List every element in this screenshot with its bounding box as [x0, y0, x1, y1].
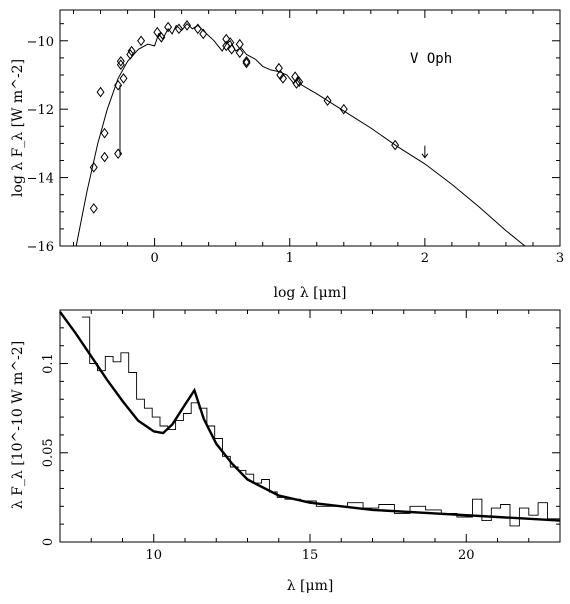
- observation-diamond: [89, 161, 98, 173]
- bottom-line-group: [59, 311, 561, 527]
- observation-diamond: [235, 38, 244, 50]
- observation-diamond: [235, 47, 244, 59]
- top-y-tick-label: −10: [27, 35, 54, 50]
- observation-diamond: [114, 79, 123, 91]
- observation-diamond: [164, 21, 173, 33]
- top-y-tick-label: −14: [27, 172, 54, 187]
- observation-diamond: [153, 26, 162, 38]
- observation-diamond: [100, 127, 109, 139]
- top-observation-points: [89, 20, 400, 214]
- top-y-tick-label: −16: [27, 240, 54, 255]
- observation-diamond: [391, 139, 400, 151]
- observation-diamond: [89, 203, 98, 214]
- observation-diamond: [339, 103, 348, 115]
- bottom-x-tick-label: 10: [145, 548, 162, 563]
- observation-diamond: [127, 45, 136, 57]
- observation-diamond: [116, 59, 125, 71]
- bottom-x-tick-label: 20: [458, 548, 475, 563]
- observation-diamond: [157, 32, 166, 43]
- top-tick-group: 0 1 2 3 −10 −12 −14 −16: [27, 10, 564, 266]
- top-panel-sed: 0 1 2 3 −10 −12 −14 −16 V Oph log λ [μm] log λ …: [10, 9, 564, 301]
- top-x-tick-label: 3: [556, 251, 564, 266]
- observation-diamond: [183, 20, 192, 31]
- top-x-tick-label: 0: [150, 251, 158, 266]
- bottom-model-curve: [59, 311, 561, 522]
- observation-diamond: [96, 86, 105, 98]
- observation-diamond: [119, 73, 128, 84]
- bottom-y-tick-label: 0.1: [41, 353, 56, 374]
- observation-diamond: [227, 43, 236, 55]
- top-y-axis-label: log λ F_λ [W m^-2]: [10, 59, 26, 197]
- top-model-curve: [75, 22, 526, 247]
- observation-diamond: [126, 49, 135, 60]
- bottom-x-tick-label: 15: [302, 548, 319, 563]
- observation-diamond: [295, 76, 304, 88]
- bottom-y-axis-label: λ F_λ [10^-10 W m^-2]: [10, 341, 26, 509]
- bottom-tick-group: 10 15 20 0 0.05 0.1: [41, 310, 561, 563]
- top-y-tick-label: −12: [27, 103, 54, 118]
- top-x-tick-label: 1: [286, 251, 294, 266]
- observation-diamond: [222, 33, 231, 45]
- observation-diamond: [137, 35, 146, 47]
- observation-diamond: [323, 95, 332, 106]
- top-x-axis-label: log λ [μm]: [274, 285, 347, 301]
- observation-diamond: [199, 28, 208, 40]
- bottom-plot-frame: [59, 309, 561, 543]
- observation-diamond: [292, 78, 301, 89]
- observation-diamond: [193, 23, 202, 35]
- observation-diamond: [174, 23, 183, 35]
- observation-diamond: [242, 55, 251, 67]
- observation-diamond: [278, 73, 287, 84]
- bottom-spectrum-histogram: [81, 316, 561, 527]
- top-model-curve-group: [75, 22, 526, 247]
- bottom-y-tick-label: 0: [41, 538, 56, 546]
- top-upper-limits: [421, 145, 429, 159]
- bottom-y-tick-label: 0.05: [41, 438, 56, 467]
- observation-diamond: [242, 57, 251, 69]
- star-name-annotation: V Oph: [410, 51, 452, 67]
- bottom-panel-spectrum: 10 15 20 0 0.05 0.1 λ [μm] λ F_λ [10^-10 W m^…: [10, 309, 561, 594]
- observation-diamond: [100, 151, 109, 163]
- bottom-x-axis-label: λ [μm]: [287, 578, 334, 594]
- top-x-tick-label: 2: [421, 251, 429, 266]
- top-plot-frame: [59, 9, 561, 247]
- observation-diamond: [116, 55, 125, 67]
- upper-limit-arrow-head: [421, 153, 429, 159]
